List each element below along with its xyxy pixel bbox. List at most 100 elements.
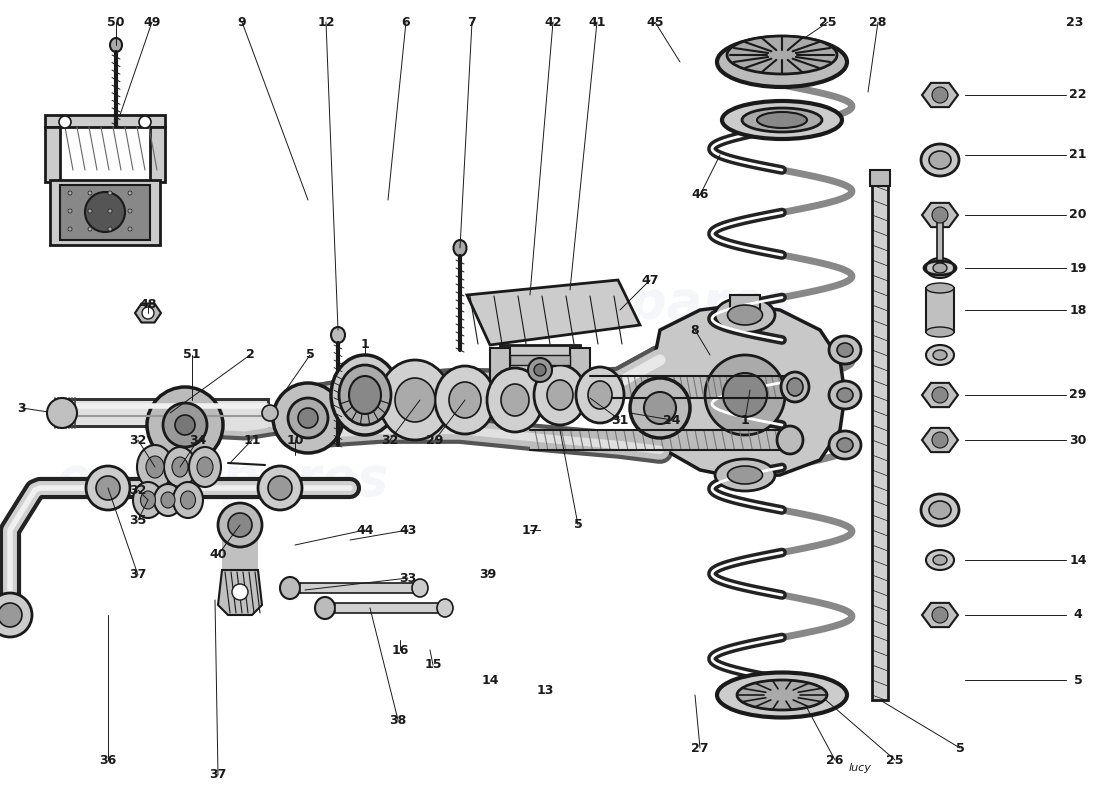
Ellipse shape: [737, 680, 827, 710]
Text: 30: 30: [1069, 434, 1087, 446]
Ellipse shape: [434, 366, 495, 434]
Circle shape: [528, 358, 552, 382]
Text: 38: 38: [389, 714, 407, 726]
Bar: [937, 218, 943, 263]
Ellipse shape: [453, 240, 466, 256]
Text: 6: 6: [402, 15, 410, 29]
Text: 15: 15: [425, 658, 442, 671]
Text: 7: 7: [468, 15, 476, 29]
Bar: [50, 180, 160, 245]
Bar: [490, 348, 510, 383]
Ellipse shape: [161, 492, 175, 508]
Circle shape: [68, 209, 72, 213]
Ellipse shape: [437, 599, 453, 617]
Text: eurospares: eurospares: [55, 454, 388, 506]
Circle shape: [86, 466, 130, 510]
Circle shape: [268, 476, 292, 500]
Text: 16: 16: [392, 643, 409, 657]
Circle shape: [88, 191, 92, 195]
Ellipse shape: [829, 431, 861, 459]
Ellipse shape: [412, 579, 428, 597]
Text: 31: 31: [612, 414, 629, 426]
Circle shape: [108, 191, 112, 195]
Text: 3: 3: [18, 402, 26, 414]
Text: 39: 39: [480, 569, 496, 582]
Ellipse shape: [534, 365, 586, 425]
Text: 20: 20: [1069, 209, 1087, 222]
Ellipse shape: [146, 456, 164, 478]
Text: 48: 48: [140, 298, 156, 311]
Ellipse shape: [933, 555, 947, 565]
Ellipse shape: [576, 367, 624, 423]
Polygon shape: [922, 428, 958, 452]
Text: 41: 41: [588, 15, 606, 29]
Ellipse shape: [921, 494, 959, 526]
Ellipse shape: [487, 368, 543, 432]
Circle shape: [932, 87, 948, 103]
Text: 27: 27: [691, 742, 708, 754]
Circle shape: [96, 476, 120, 500]
Ellipse shape: [933, 263, 947, 273]
Text: 26: 26: [826, 754, 844, 766]
Text: 49: 49: [143, 15, 161, 29]
Ellipse shape: [715, 298, 775, 333]
Bar: [45, 127, 60, 182]
Text: 45: 45: [647, 15, 663, 29]
Text: 28: 28: [869, 15, 887, 29]
Text: 51: 51: [184, 349, 200, 362]
Text: 8: 8: [691, 323, 700, 337]
Ellipse shape: [926, 258, 954, 278]
Circle shape: [128, 209, 132, 213]
Ellipse shape: [180, 491, 196, 509]
Circle shape: [932, 207, 948, 223]
Text: 21: 21: [1069, 149, 1087, 162]
Ellipse shape: [722, 101, 842, 139]
Circle shape: [108, 227, 112, 231]
Circle shape: [232, 584, 248, 600]
Ellipse shape: [197, 457, 213, 477]
Polygon shape: [468, 280, 640, 345]
Circle shape: [0, 593, 32, 637]
Ellipse shape: [154, 484, 182, 516]
Text: 13: 13: [537, 683, 553, 697]
Ellipse shape: [933, 350, 947, 360]
Text: 40: 40: [209, 549, 227, 562]
Circle shape: [59, 116, 72, 128]
Bar: [872, 180, 888, 700]
Text: 34: 34: [189, 434, 207, 446]
Text: 33: 33: [399, 571, 417, 585]
Bar: [590, 376, 790, 398]
Ellipse shape: [757, 112, 807, 128]
Text: 1: 1: [361, 338, 370, 351]
Text: 35: 35: [130, 514, 146, 526]
Ellipse shape: [781, 372, 808, 402]
Ellipse shape: [717, 673, 847, 718]
Circle shape: [68, 227, 72, 231]
Bar: [730, 295, 760, 320]
Text: 25: 25: [887, 754, 904, 766]
Bar: [336, 603, 446, 613]
Circle shape: [932, 607, 948, 623]
Circle shape: [705, 355, 785, 435]
Text: 2: 2: [245, 349, 254, 362]
Ellipse shape: [926, 327, 954, 337]
Circle shape: [128, 191, 132, 195]
Text: 46: 46: [691, 189, 708, 202]
Circle shape: [262, 405, 278, 421]
Ellipse shape: [500, 384, 529, 416]
Circle shape: [85, 192, 125, 232]
Ellipse shape: [727, 36, 837, 74]
Ellipse shape: [349, 376, 381, 414]
Text: 14: 14: [482, 674, 498, 686]
Text: 36: 36: [99, 754, 117, 766]
Ellipse shape: [110, 38, 122, 52]
Circle shape: [175, 415, 195, 435]
Ellipse shape: [926, 345, 954, 365]
Text: 1: 1: [740, 414, 749, 426]
Polygon shape: [218, 570, 262, 615]
Circle shape: [932, 387, 948, 403]
Ellipse shape: [315, 597, 336, 619]
Polygon shape: [648, 305, 845, 478]
Text: lucy: lucy: [848, 763, 871, 773]
Bar: [926, 288, 954, 332]
